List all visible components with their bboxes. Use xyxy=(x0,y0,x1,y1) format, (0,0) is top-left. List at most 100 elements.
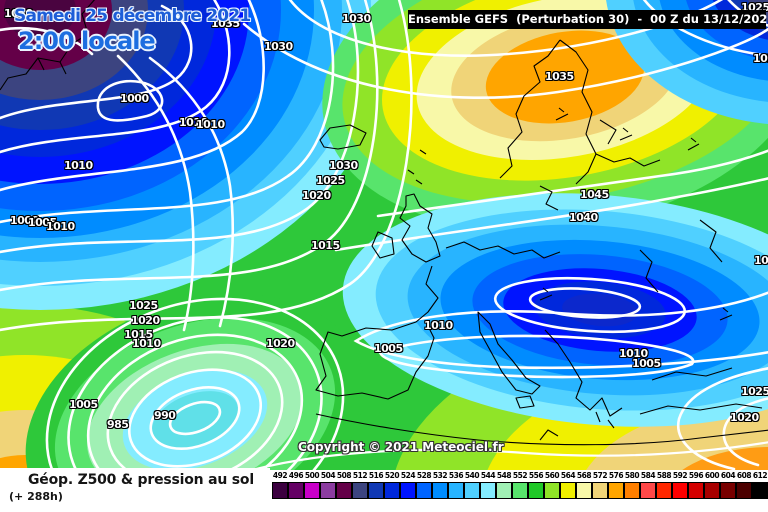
legend-value: 544 xyxy=(480,471,496,480)
pressure-label: 1025 xyxy=(129,299,158,312)
pressure-label: 1030 xyxy=(754,254,768,267)
legend-color-cell xyxy=(448,482,464,499)
legend-color-cell xyxy=(688,482,704,499)
pressure-label: 1010 xyxy=(424,319,453,332)
legend-value: 564 xyxy=(560,471,576,480)
legend-value: 492 xyxy=(272,471,288,480)
legend-color-cell xyxy=(560,482,576,499)
legend-color-cell xyxy=(384,482,400,499)
pressure-label: 1030 xyxy=(342,12,371,25)
pressure-label: 1015 xyxy=(311,239,340,252)
forecast-time-label: 2:00 locale xyxy=(18,27,156,55)
legend-color-cell xyxy=(704,482,720,499)
legend-value: 496 xyxy=(288,471,304,480)
legend-value: 600 xyxy=(704,471,720,480)
pressure-label: 1010 xyxy=(619,347,648,360)
legend-color-cell xyxy=(624,482,640,499)
legend-value: 588 xyxy=(656,471,672,480)
legend-value: 560 xyxy=(544,471,560,480)
color-scale-legend: 492 496 500 504 508 512 516 520 524 528 532 536 540 5… xyxy=(272,471,768,511)
legend-value: 512 xyxy=(352,471,368,480)
legend-value: 500 xyxy=(304,471,320,480)
pressure-label: 990 xyxy=(154,409,176,422)
pressure-label: 1010 xyxy=(46,220,75,233)
pressure-label: 1030 xyxy=(4,7,33,20)
map-title-box: Géop. Z500 & pression au sol (+ 288h) xyxy=(0,468,270,512)
geopotential-pressure-map xyxy=(0,0,768,470)
legend-value: 572 xyxy=(592,471,608,480)
pressure-label: 1020 xyxy=(131,314,160,327)
pressure-label: 1015 xyxy=(124,328,153,341)
pressure-label: 1025 xyxy=(316,174,345,187)
pressure-label: 1045 xyxy=(580,188,609,201)
pressure-label: 1020 xyxy=(266,337,295,350)
legend-color-cell xyxy=(304,482,320,499)
pressure-label: 1020 xyxy=(302,189,331,202)
legend-color-cell xyxy=(320,482,336,499)
pressure-label: 1025 xyxy=(741,385,768,398)
legend-value: 612 xyxy=(752,471,768,480)
legend-cells xyxy=(272,482,768,499)
legend-color-cell xyxy=(720,482,736,499)
legend-value: 548 xyxy=(496,471,512,480)
pressure-label: 1010 xyxy=(64,159,93,172)
legend-value: 552 xyxy=(512,471,528,480)
map-title: Géop. Z500 & pression au sol xyxy=(28,472,254,488)
legend-value: 504 xyxy=(320,471,336,480)
pressure-label: 1035 xyxy=(545,70,574,83)
legend-color-cell xyxy=(608,482,624,499)
pressure-label: 1010 xyxy=(179,116,208,129)
legend-value: 524 xyxy=(400,471,416,480)
forecast-lead-time: (+ 288h) xyxy=(9,490,63,503)
pressure-label: 1005 xyxy=(69,398,98,411)
legend-color-cell xyxy=(368,482,384,499)
legend-value: 520 xyxy=(384,471,400,480)
coastlines xyxy=(0,0,768,446)
legend-color-cell xyxy=(480,482,496,499)
legend-value: 592 xyxy=(672,471,688,480)
legend-value: 584 xyxy=(640,471,656,480)
legend-values: 492 496 500 504 508 512 516 520 524 528 532 536 540 5… xyxy=(272,471,768,480)
pressure-label: 1010 xyxy=(196,118,225,131)
legend-color-cell xyxy=(752,482,768,499)
legend-color-cell xyxy=(512,482,528,499)
legend-color-cell xyxy=(272,482,288,499)
legend-value: 532 xyxy=(432,471,448,480)
pressure-label: 1010 xyxy=(132,337,161,350)
legend-value: 528 xyxy=(416,471,432,480)
copyright-label: Copyright © 2021 Meteociel.fr xyxy=(298,440,504,454)
legend-color-cell xyxy=(544,482,560,499)
legend-value: 536 xyxy=(448,471,464,480)
pressure-label: 1030 xyxy=(264,40,293,53)
legend-value: 596 xyxy=(688,471,704,480)
pressure-label: 1025 xyxy=(753,52,768,65)
legend-color-cell xyxy=(336,482,352,499)
model-run-banner: Ensemble GEFS (Perturbation 30) - 00 Z d… xyxy=(408,10,768,29)
pressure-label: 1005 xyxy=(28,216,57,229)
legend-color-cell xyxy=(640,482,656,499)
pressure-label: 1040 xyxy=(569,211,598,224)
pressure-label: 1020 xyxy=(730,411,759,424)
legend-value: 580 xyxy=(624,471,640,480)
legend-value: 608 xyxy=(736,471,752,480)
legend-color-cell xyxy=(672,482,688,499)
forecast-date-label: Samedi 25 décembre 2021 xyxy=(14,6,251,26)
legend-value: 604 xyxy=(720,471,736,480)
legend-color-cell xyxy=(736,482,752,499)
legend-color-cell xyxy=(528,482,544,499)
europe-trough-fill xyxy=(342,193,768,427)
legend-color-cell xyxy=(416,482,432,499)
isobar-contours xyxy=(0,0,768,470)
legend-color-cell xyxy=(592,482,608,499)
legend-color-cell xyxy=(352,482,368,499)
legend-color-cell xyxy=(400,482,416,499)
legend-color-cell xyxy=(576,482,592,499)
pressure-label: 985 xyxy=(107,418,129,431)
legend-color-cell xyxy=(464,482,480,499)
legend-value: 516 xyxy=(368,471,384,480)
pressure-labels: 1030103510301025103010351025100010101010… xyxy=(4,1,768,431)
legend-value: 508 xyxy=(336,471,352,480)
legend-value: 576 xyxy=(608,471,624,480)
legend-value: 540 xyxy=(464,471,480,480)
